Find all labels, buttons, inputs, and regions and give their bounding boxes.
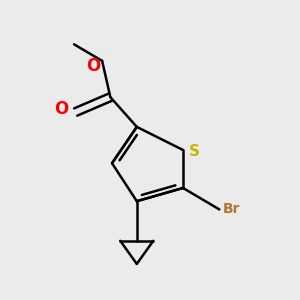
Text: O: O — [86, 57, 100, 75]
Text: O: O — [54, 100, 68, 118]
Text: S: S — [189, 144, 200, 159]
Text: Br: Br — [223, 202, 240, 216]
